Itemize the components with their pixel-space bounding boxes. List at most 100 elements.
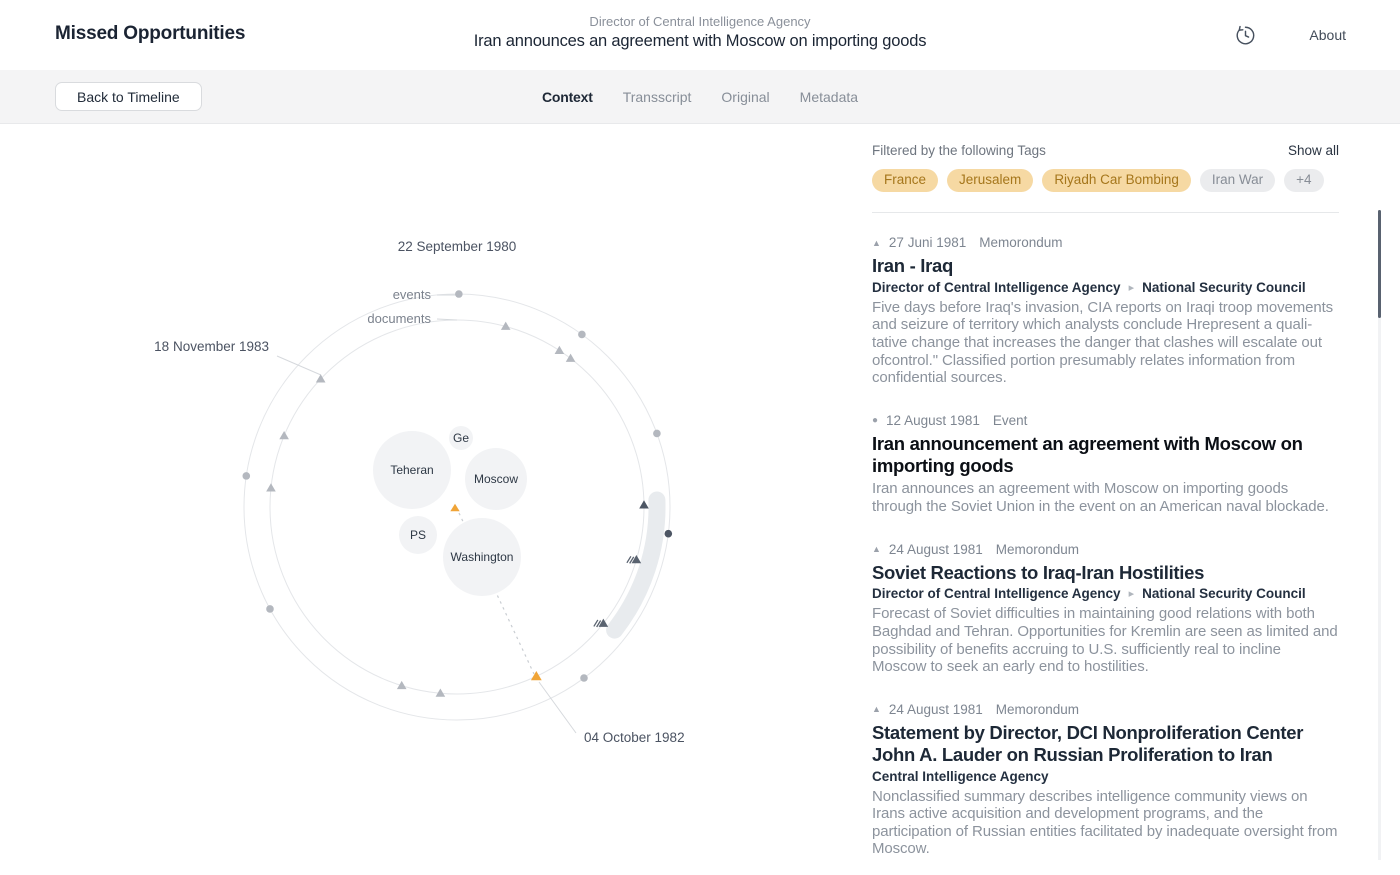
item-meta: ▲ 27 Juni 1981 Memorondum [872, 235, 1339, 250]
item-description: Nonclassified summary describes intellig… [872, 787, 1338, 858]
bubble-label: Moscow [474, 472, 518, 486]
document-marker[interactable] [554, 345, 565, 354]
document-marker[interactable] [396, 680, 407, 690]
event-marker[interactable] [242, 472, 251, 480]
item-meta: ● 12 August 1981 Event [872, 413, 1339, 428]
tag-france[interactable]: France [872, 169, 939, 192]
item-source: Director of Central Intelligence Agency … [872, 586, 1339, 601]
tab-metadata[interactable]: Metadata [799, 89, 859, 105]
item-title: Iran - Iraq [872, 255, 953, 276]
item-title: Iran announcement an agreement with Mosc… [872, 432, 1303, 476]
timeline-visualization: Teheran Ge Moscow PS Washington 22 September… [0, 124, 872, 875]
item-meta: ▲ 24 August 1981 Memorondum [872, 702, 1339, 717]
arrow-right-icon: ▸ [1128, 588, 1135, 601]
event-marker[interactable] [578, 330, 586, 339]
context-panel: Filtered by the following Tags Show all … [872, 124, 1339, 858]
date-leader-bottom [538, 681, 577, 734]
event-marker[interactable] [653, 429, 661, 438]
item-date: 27 Juni 1981 [888, 235, 967, 250]
scrollbar-thumb[interactable] [1378, 210, 1381, 318]
item-date: 24 August 1981 [888, 701, 983, 717]
bubble-ps[interactable] [399, 516, 437, 554]
document-marker-selected[interactable] [530, 670, 542, 681]
scrollbar-track[interactable] [1378, 210, 1381, 860]
event-marker[interactable] [580, 674, 588, 682]
filter-header: Filtered by the following Tags Show all [872, 124, 1339, 158]
tab-transscript[interactable]: Transscript [622, 89, 692, 105]
document-marker[interactable] [598, 618, 609, 627]
source-from: Director of Central Intelligence Agency [872, 279, 1121, 295]
tab-bar: Context Transscript Original Metadata [0, 70, 1400, 124]
item-description: Forecast of Soviet difficulties in maint… [872, 605, 1338, 676]
date-label-left: 18 November 1983 [154, 339, 269, 354]
selected-center-marker[interactable] [450, 503, 460, 512]
item-source: Director of Central Intelligence Agency … [872, 280, 1339, 295]
history-button[interactable] [1234, 24, 1257, 47]
show-all-button[interactable]: Show all [1287, 143, 1339, 158]
tab-context[interactable]: Context [541, 89, 593, 105]
stacked-marker-slash [593, 619, 599, 627]
list-item-selected[interactable]: ● 12 August 1981 Event Iran announcement… [872, 413, 1339, 516]
document-marker[interactable] [315, 374, 326, 383]
tag-riyadh-car-bombing[interactable]: Riyadh Car Bombing [1042, 169, 1191, 192]
document-triangle-icon: ▲ [872, 237, 881, 248]
source-to: National Security Council [1142, 279, 1306, 295]
document-marker[interactable] [435, 688, 446, 697]
document-marker-selected[interactable] [639, 500, 649, 509]
tag-jerusalem[interactable]: Jerusalem [947, 169, 1034, 192]
item-date: 24 August 1981 [888, 541, 983, 557]
back-to-timeline-button[interactable]: Back to Timeline [55, 82, 202, 111]
page-title: Iran announces an agreement with Moscow … [473, 32, 927, 50]
result-list: ▲ 27 Juni 1981 Memorondum Iran - Iraq Di… [872, 213, 1339, 858]
bubble-label: PS [410, 528, 426, 542]
item-title: Soviet Reactions to Iraq-Iran Hostilitie… [872, 561, 1205, 583]
document-triangle-icon: ▲ [872, 544, 881, 555]
tag-iran-war[interactable]: Iran War [1199, 169, 1276, 192]
document-marker[interactable] [565, 353, 576, 362]
source-from: Central Intelligence Agency [872, 768, 1049, 784]
list-item[interactable]: ▲ 27 Juni 1981 Memorondum Iran - Iraq Di… [872, 235, 1339, 387]
about-link[interactable]: About [1309, 27, 1346, 43]
document-marker[interactable] [279, 430, 289, 440]
history-clock-icon [1236, 25, 1255, 44]
document-marker[interactable] [266, 483, 276, 492]
bubble-moscow[interactable] [465, 448, 527, 510]
bubble-label: Ge [453, 431, 469, 445]
bubble-washington[interactable] [443, 518, 521, 596]
legend-documents: documents [367, 311, 431, 326]
document-header: Director of Central Intelligence Agency … [474, 14, 927, 51]
source-to: National Security Council [1142, 586, 1306, 602]
list-item[interactable]: ▲ 24 August 1981 Memorondum Soviet React… [872, 542, 1339, 676]
tag-list: France Jerusalem Riyadh Car Bombing Iran… [872, 169, 1339, 192]
bubble-label: Teheran [390, 463, 433, 477]
header-actions: About [1234, 0, 1346, 70]
bubble-teheran[interactable] [373, 431, 451, 509]
date-leader-left [276, 355, 322, 376]
item-description: Five days before Iraq's invasion, CIA re… [872, 298, 1334, 387]
tag-more-count[interactable]: +4 [1284, 169, 1324, 192]
document-marker[interactable] [500, 321, 511, 330]
tab-original[interactable]: Original [721, 89, 770, 105]
toolbar: Back to Timeline Context Transscript Ori… [0, 70, 1400, 124]
filter-heading: Filtered by the following Tags [872, 143, 1046, 158]
document-marker[interactable] [631, 554, 642, 564]
bubble-ge[interactable] [449, 426, 473, 450]
date-label-bottom: 04 October 1982 [584, 730, 685, 745]
stacked-marker-slash [596, 620, 602, 628]
item-type: Event [992, 412, 1028, 428]
list-item[interactable]: ▲ 24 August 1981 Memorondum Statement by… [872, 702, 1339, 858]
arrow-right-icon: ▸ [1128, 281, 1135, 294]
item-type: Memorondum [979, 235, 1063, 250]
event-marker[interactable] [266, 605, 274, 613]
documents-legend-line [436, 318, 458, 321]
item-date: 12 August 1981 [886, 412, 980, 428]
event-marker[interactable] [455, 290, 463, 298]
doc-supertitle: Director of Central Intelligence Agency [589, 14, 811, 29]
item-type: Memorondum [995, 701, 1080, 717]
app-header: Missed Opportunities Director of Central… [0, 0, 1400, 70]
highlight-arc [606, 491, 666, 639]
list-divider [872, 212, 1339, 213]
event-marker-selected[interactable] [664, 529, 673, 538]
item-type: Memorondum [995, 541, 1080, 557]
stacked-marker-slash [626, 555, 632, 564]
